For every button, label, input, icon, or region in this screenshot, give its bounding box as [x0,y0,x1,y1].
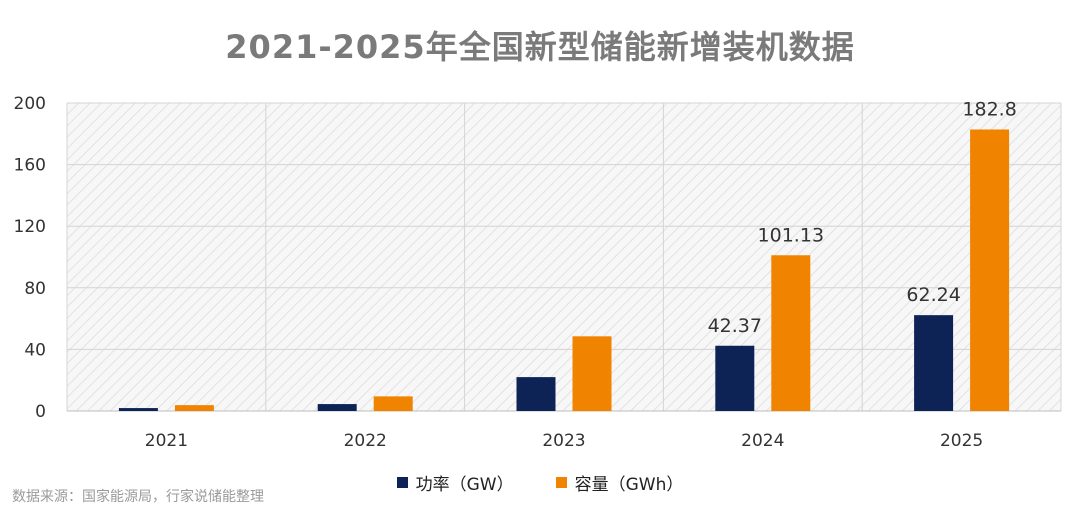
y-tick-label: 160 [14,156,46,176]
legend-label-power: 功率（GW） [415,475,514,495]
legend: 功率（GW） 容量（GWh） [0,470,1080,495]
y-tick-label: 40 [24,340,46,360]
bar-capacity-2024[interactable] [771,255,811,411]
legend-item-power[interactable]: 功率（GW） [396,470,514,495]
x-tick-label: 2024 [741,431,784,451]
y-tick-label: 0 [35,402,46,422]
chart-title: 2021-2025年全国新型储能新增装机数据 [225,28,855,66]
legend-label-capacity: 容量（GWh） [574,475,684,495]
y-tick-label: 120 [14,217,46,237]
bar-capacity-2023[interactable] [572,336,612,411]
bar-power-2021[interactable] [118,408,158,411]
x-tick-label: 2023 [542,431,585,451]
data-label: 42.37 [708,315,762,337]
data-label: 62.24 [906,284,960,306]
legend-swatch-capacity [555,477,567,488]
source-note: 数据来源：国家能源局，行家说储能整理 [12,489,264,505]
bar-power-2023[interactable] [516,377,556,411]
bar-capacity-2022[interactable] [373,396,413,411]
x-tick-label: 2022 [344,431,387,451]
bar-power-2024[interactable] [715,345,755,411]
x-tick-label: 2025 [940,431,983,451]
x-tick-label: 2021 [145,431,188,451]
legend-item-capacity[interactable]: 容量（GWh） [555,470,684,495]
plot-area [67,103,1061,411]
data-label: 182.8 [962,98,1016,120]
y-tick-label: 80 [24,279,46,299]
bar-capacity-2025[interactable] [970,129,1010,411]
bar-power-2025[interactable] [914,315,954,411]
y-tick-label: 200 [14,94,46,114]
bar-capacity-2021[interactable] [174,405,214,411]
data-label: 101.13 [758,224,824,246]
legend-swatch-power [396,477,408,488]
bar-power-2022[interactable] [317,404,357,411]
